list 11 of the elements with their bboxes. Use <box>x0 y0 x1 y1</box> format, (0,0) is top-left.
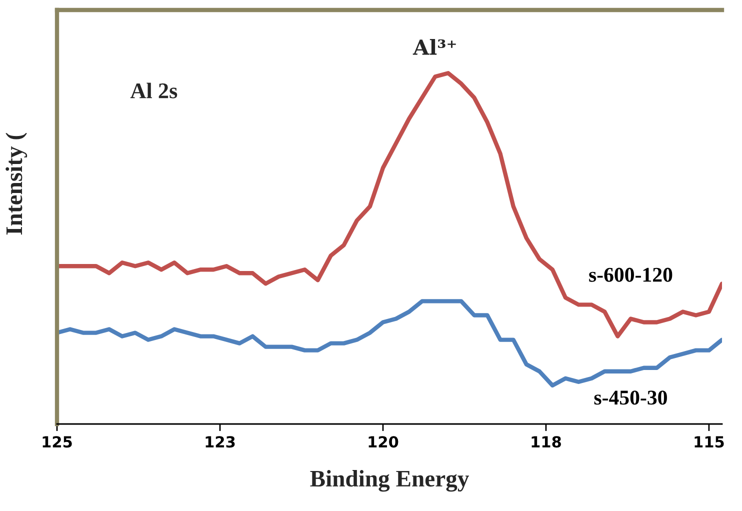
x-tick-label: 120 <box>368 436 398 448</box>
x-tick-label: 115 <box>694 436 724 448</box>
annotation: Al³⁺ <box>412 38 456 55</box>
annotation: Al 2s <box>130 82 178 98</box>
series-label: s-600-120 <box>589 268 672 282</box>
y-axis-title: Intensity ( <box>6 133 28 235</box>
x-tick-label: 118 <box>532 436 561 448</box>
x-tick-label: 123 <box>206 436 235 448</box>
series-label: s-450-30 <box>594 390 667 405</box>
x-axis-title: Binding Energy <box>310 470 469 492</box>
x-tick-label: 125 <box>42 436 72 448</box>
